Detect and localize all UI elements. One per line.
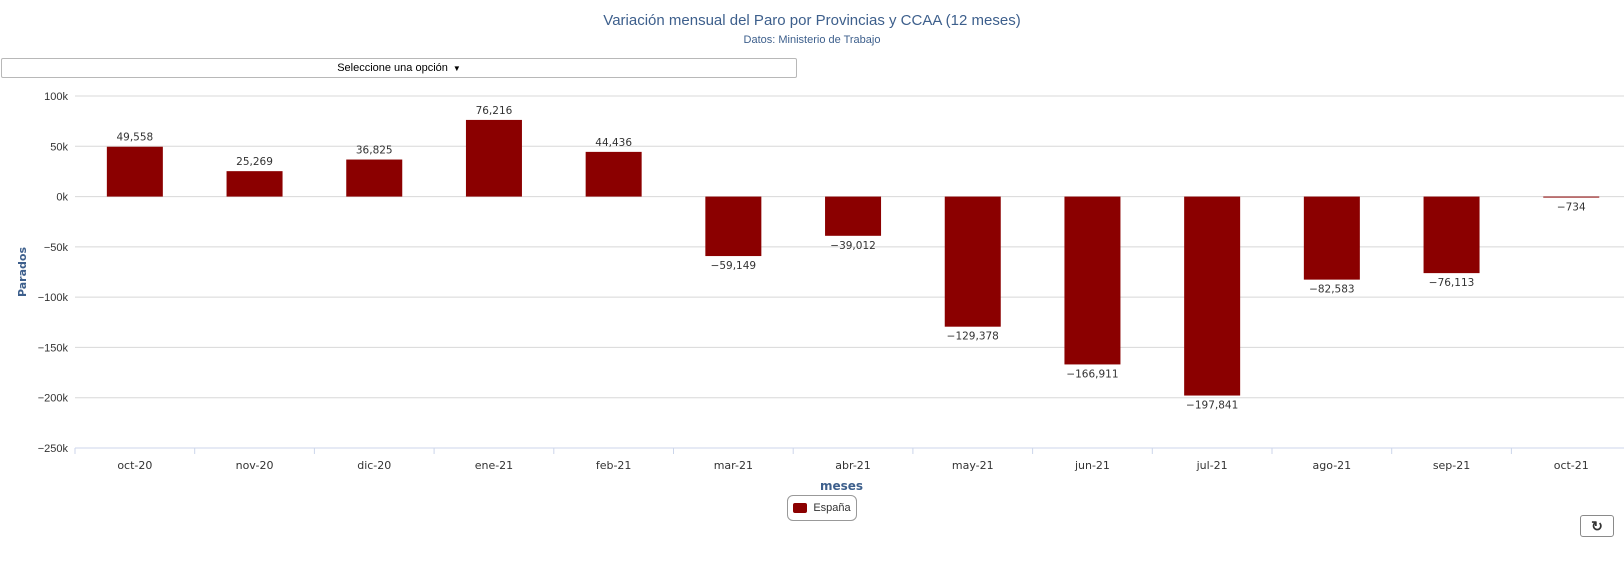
y-tick-label: −250k xyxy=(38,443,69,455)
data-label: 49,558 xyxy=(116,132,153,144)
bar xyxy=(465,119,522,197)
data-label: −82,583 xyxy=(1309,284,1355,296)
bar xyxy=(944,196,1001,327)
bar xyxy=(346,159,403,197)
x-tick-label: may-21 xyxy=(952,459,994,472)
x-tick-label: dic-20 xyxy=(357,459,391,472)
x-tick-label: ene-21 xyxy=(475,459,513,472)
x-tick-label: feb-21 xyxy=(596,459,632,472)
data-label: −39,012 xyxy=(830,240,876,252)
x-tick-label: sep-21 xyxy=(1433,459,1470,472)
data-label: −166,911 xyxy=(1066,368,1118,380)
caret-down-icon: ▼ xyxy=(452,63,461,73)
y-tick-label: 50k xyxy=(50,141,68,153)
x-tick-label: jun-21 xyxy=(1074,459,1110,472)
bar xyxy=(1423,196,1480,274)
bar xyxy=(1543,196,1600,198)
select-label: Seleccione una opción xyxy=(337,62,448,74)
x-tick-label: ago-21 xyxy=(1313,459,1352,472)
legend-label: España xyxy=(813,502,851,514)
bar xyxy=(705,196,762,257)
legend-swatch xyxy=(793,503,808,513)
y-tick-label: −200k xyxy=(38,393,69,405)
x-tick-label: oct-21 xyxy=(1554,459,1589,472)
y-tick-label: −100k xyxy=(38,292,69,304)
y-axis-title: Parados xyxy=(16,247,29,297)
legend-item[interactable]: España xyxy=(787,495,857,521)
data-label: −734 xyxy=(1557,202,1586,214)
bar xyxy=(825,196,882,236)
data-label: −59,149 xyxy=(711,260,757,272)
data-label: −129,378 xyxy=(947,331,999,343)
y-tick-label: −50k xyxy=(44,242,69,254)
refresh-button[interactable]: ↻ xyxy=(1580,515,1614,537)
data-label: −197,841 xyxy=(1186,400,1238,412)
x-tick-label: abr-21 xyxy=(835,459,871,472)
bar-chart: 100k 50k 0k −50k −100k −150k −200k −250k 49,558 o… xyxy=(16,91,1624,490)
x-tick-label: oct-20 xyxy=(117,459,152,472)
chart-title: Variación mensual del Paro por Provincia… xyxy=(603,12,1021,29)
bar xyxy=(106,146,163,197)
x-axis-title: meses xyxy=(820,479,863,490)
x-tick-label: mar-21 xyxy=(714,459,753,472)
data-label: −76,113 xyxy=(1429,277,1475,289)
data-label: 25,269 xyxy=(236,156,273,168)
bar xyxy=(1064,196,1121,365)
x-tick-label: jul-21 xyxy=(1196,459,1228,472)
y-tick-label: 0k xyxy=(56,192,68,204)
x-tick-label: nov-20 xyxy=(236,459,274,472)
refresh-icon: ↻ xyxy=(1591,517,1603,534)
bar xyxy=(1303,196,1360,280)
data-label: 44,436 xyxy=(595,137,632,149)
bar xyxy=(585,151,642,197)
bar xyxy=(226,171,283,197)
chart-subtitle: Datos: Ministerio de Trabajo xyxy=(743,34,881,46)
y-tick-label: −150k xyxy=(38,342,69,354)
data-label: 36,825 xyxy=(356,145,393,157)
data-label: 76,216 xyxy=(476,105,513,117)
series-select-button[interactable]: Seleccione una opción ▼ xyxy=(1,58,797,78)
bar xyxy=(1184,196,1241,396)
y-tick-label: 100k xyxy=(44,91,68,103)
